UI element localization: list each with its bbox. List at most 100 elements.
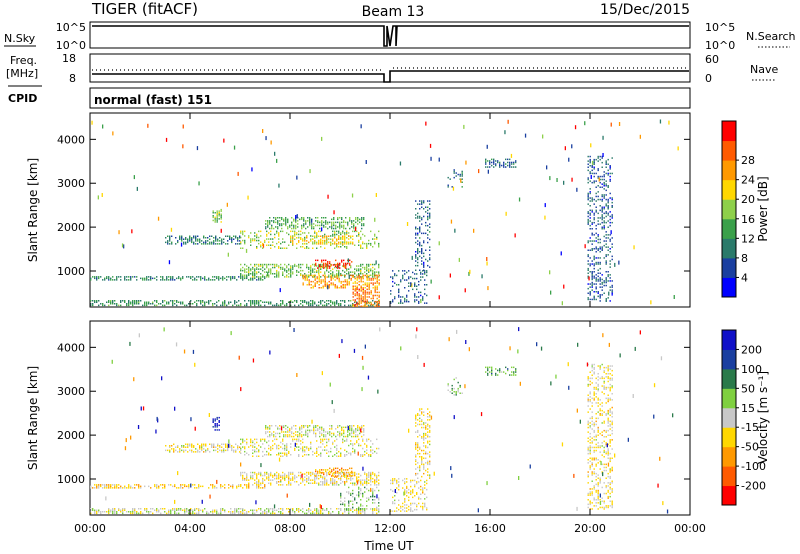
range-cell [244, 447, 246, 450]
range-cell [284, 444, 286, 447]
range-cell [362, 479, 364, 481]
range-cell [394, 273, 396, 275]
range-cell [128, 301, 130, 303]
range-cell [429, 440, 431, 443]
range-cell [132, 511, 134, 513]
range-cell [156, 484, 158, 486]
range-cell [266, 265, 268, 267]
range-cell [362, 276, 364, 278]
range-cell [242, 474, 244, 477]
range-cell [348, 508, 350, 510]
range-cell [487, 366, 489, 369]
range-cell [250, 444, 252, 447]
range-cell [262, 269, 264, 272]
range-cell [191, 238, 193, 240]
range-cell [595, 286, 597, 288]
range-cell [340, 233, 342, 236]
range-cell [611, 197, 613, 199]
range-cell [193, 446, 195, 448]
range-cell [268, 276, 270, 278]
range-cell [246, 441, 248, 444]
data-blob [447, 377, 463, 396]
range-cell [244, 471, 246, 474]
range-cell [427, 234, 429, 236]
range-cell [282, 471, 284, 474]
range-cell [404, 273, 406, 275]
range-cell [464, 288, 466, 293]
range-cell [603, 220, 605, 222]
range-cell [423, 264, 425, 267]
range-cell [352, 471, 354, 474]
range-cell [368, 304, 370, 307]
range-cell [340, 452, 342, 454]
range-cell [234, 512, 236, 515]
range-cell [346, 247, 348, 249]
range-cell [340, 238, 342, 240]
range-cell [595, 237, 597, 239]
range-cell [170, 227, 173, 232]
range-cell [321, 469, 323, 471]
range-cell [599, 366, 601, 369]
range-cell [394, 510, 396, 512]
range-cell [288, 268, 290, 270]
range-cell [214, 303, 216, 305]
range-cell [278, 238, 280, 240]
range-cell [419, 231, 421, 233]
range-cell [360, 505, 362, 507]
range-cell [410, 493, 412, 495]
range-cell [354, 277, 356, 280]
range-cell [311, 224, 313, 227]
range-cell [196, 304, 198, 307]
range-cell [290, 230, 292, 233]
range-cell [374, 499, 376, 501]
range-cell [223, 449, 225, 452]
range-cell [148, 276, 150, 278]
range-cell [320, 301, 322, 303]
range-cell [203, 445, 205, 447]
range-cell [595, 417, 597, 420]
range-cell [332, 303, 334, 305]
range-cell [318, 512, 320, 515]
range-cell [597, 442, 599, 444]
range-cell [334, 476, 336, 478]
range-cell [284, 276, 286, 278]
range-cell [294, 230, 296, 233]
range-cell [317, 220, 319, 222]
range-cell [295, 224, 297, 227]
range-cell [597, 295, 599, 298]
range-cell [337, 264, 339, 266]
range-cell [132, 301, 134, 303]
range-cell [276, 232, 278, 234]
range-cell [339, 432, 341, 435]
range-cell [121, 243, 124, 248]
range-cell [329, 434, 331, 436]
range-cell [359, 218, 361, 221]
range-cell [422, 273, 424, 275]
range-cell [414, 277, 416, 280]
range-cell [364, 294, 366, 297]
range-cell [132, 508, 134, 510]
range-cell [423, 252, 425, 255]
range-cell [291, 426, 293, 429]
range-cell [274, 509, 276, 511]
range-cell [250, 438, 252, 441]
range-cell [429, 474, 431, 476]
range-cell [427, 264, 429, 267]
range-cell [312, 450, 314, 453]
range-cell [485, 366, 487, 369]
range-cell [354, 300, 356, 303]
range-cell [116, 512, 118, 515]
range-cell [329, 267, 331, 269]
range-cell [304, 277, 306, 280]
range-cell [110, 484, 112, 486]
range-cell [364, 271, 366, 273]
range-cell [336, 449, 338, 451]
range-cell [354, 271, 356, 273]
range-cell [270, 273, 272, 275]
range-cell [595, 413, 597, 415]
range-cell [250, 279, 252, 281]
range-cell [286, 484, 288, 486]
range-cell [188, 303, 190, 305]
range-cell [423, 266, 425, 268]
range-cell [420, 505, 422, 508]
